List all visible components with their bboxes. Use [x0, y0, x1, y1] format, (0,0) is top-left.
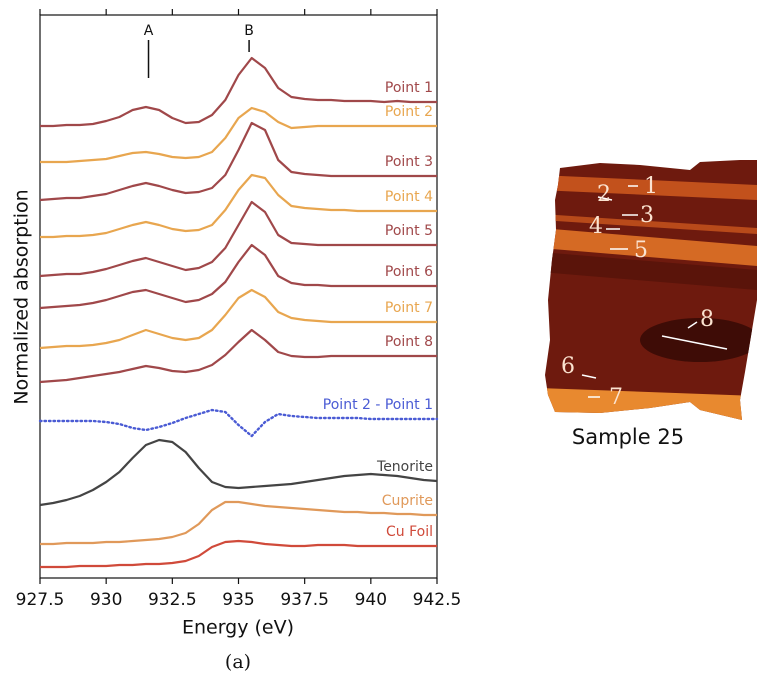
series-line: [39, 328, 437, 384]
series-label: Point 1: [385, 80, 433, 96]
sample-point-label: 2: [597, 182, 611, 207]
series-label: Point 5: [385, 223, 433, 239]
series-line: [39, 121, 437, 202]
series-label: Point 8: [385, 334, 433, 350]
series-line: [39, 438, 438, 507]
x-tick-label: 932.5: [148, 590, 197, 610]
chart: 927.5 930 932.5 935 937.5 940 942.5 A B Point 1 Po…: [16, 9, 462, 610]
series-label: Point 6: [385, 264, 433, 280]
x-tick-label: 927.5: [16, 590, 65, 610]
sample-title: Sample 25: [572, 425, 684, 449]
sample-point-label: 7: [609, 385, 623, 410]
series-label: Point 2: [385, 104, 433, 120]
sample-point-label: 5: [634, 238, 648, 263]
sample-point-label: 3: [640, 203, 654, 228]
series-label: Cu Foil: [386, 524, 433, 540]
annotation-label: A: [144, 23, 154, 39]
sample-point-label: 8: [700, 307, 714, 332]
x-tick-label: 930: [90, 590, 122, 610]
plot-frame: [39, 14, 438, 579]
series-line: [40, 173, 437, 239]
series-label: Point 3: [385, 154, 433, 170]
series-line: [38, 408, 439, 438]
sample-markers: [581, 185, 728, 398]
series-line: [40, 106, 437, 164]
series-line: [40, 539, 437, 569]
series-line: [39, 288, 437, 350]
series-label: Tenorite: [376, 459, 433, 475]
x-tick-label: 940: [355, 590, 387, 610]
series-label: Point 2 - Point 1: [323, 397, 433, 413]
series-line: [40, 500, 437, 546]
series-line: [40, 56, 437, 128]
series-line: [39, 200, 437, 278]
series-line: [39, 243, 437, 310]
series-label: Cuprite: [382, 493, 433, 509]
series-label: Point 7: [385, 300, 433, 316]
sample-point-label: 6: [561, 354, 575, 379]
y-axis-label: Normalized absorption: [11, 189, 33, 404]
series-label: Point 4: [385, 189, 433, 205]
annotation-label: B: [244, 23, 254, 39]
caption: (a): [225, 651, 251, 673]
sample-point-label: 4: [589, 214, 603, 239]
x-tick-label: 942.5: [413, 590, 462, 610]
x-tick-label: 935: [222, 590, 254, 610]
x-axis-label: Energy (eV): [182, 617, 294, 639]
x-tick-label: 937.5: [280, 590, 329, 610]
sample-point-label: 1: [644, 174, 658, 199]
